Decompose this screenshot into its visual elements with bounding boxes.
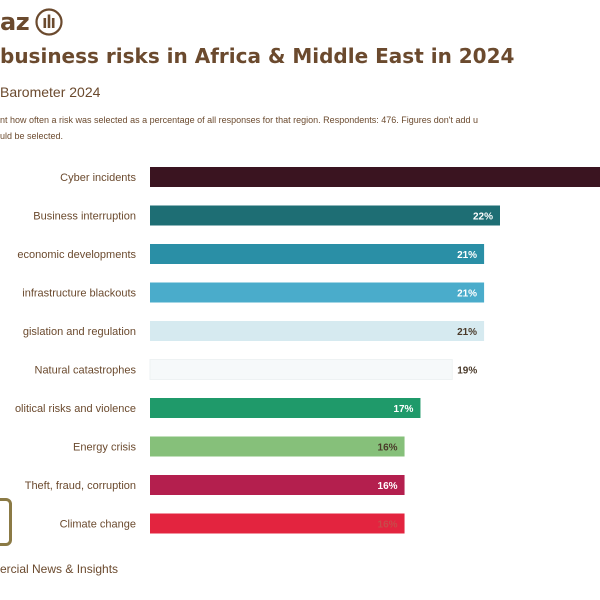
value-label: 16% bbox=[378, 481, 398, 492]
footer-text: ercial News & Insights bbox=[0, 562, 119, 576]
logo-text: az bbox=[0, 8, 30, 36]
category-label: economic developments bbox=[17, 249, 136, 261]
chart-subtitle: Barometer 2024 bbox=[0, 84, 101, 100]
bar bbox=[150, 282, 485, 303]
note-line-2: uld be selected. bbox=[0, 131, 64, 141]
category-label: Business interruption bbox=[33, 211, 136, 223]
bar bbox=[150, 244, 485, 264]
category-label: olitical risks and violence bbox=[15, 403, 136, 415]
chart-title: business risks in Africa & Middle East i… bbox=[0, 44, 515, 68]
bar bbox=[150, 398, 421, 418]
bar bbox=[150, 475, 405, 495]
category-label: Natural catastrophes bbox=[35, 365, 137, 377]
value-label: 21% bbox=[457, 327, 477, 338]
note-line-1: nt how often a risk was selected as a pe… bbox=[0, 115, 479, 125]
bar bbox=[150, 167, 600, 187]
logo: az bbox=[0, 4, 63, 40]
decorative-ring bbox=[0, 498, 12, 546]
value-label: 17% bbox=[393, 404, 413, 415]
category-label: Theft, fraud, corruption bbox=[25, 480, 136, 492]
value-label: 21% bbox=[457, 250, 477, 261]
value-label: 16% bbox=[378, 443, 398, 454]
value-label: 19% bbox=[457, 366, 477, 377]
category-label: Cyber incidents bbox=[60, 172, 136, 184]
value-label: 22% bbox=[473, 212, 493, 223]
category-label: infrastructure blackouts bbox=[22, 288, 136, 300]
bar bbox=[150, 321, 485, 341]
value-label: 21% bbox=[457, 289, 477, 300]
bar bbox=[150, 205, 500, 226]
category-label: gislation and regulation bbox=[23, 326, 136, 338]
value-label: 16% bbox=[378, 520, 398, 531]
category-label: Climate change bbox=[60, 519, 136, 531]
bar-chart: Cyber incidents Business interruption 22% e… bbox=[15, 167, 600, 534]
bar bbox=[150, 513, 405, 534]
chart-note: nt how often a risk was selected as a pe… bbox=[0, 112, 478, 144]
allianz-eagle-icon bbox=[35, 8, 63, 36]
bar bbox=[149, 359, 453, 380]
bar bbox=[150, 436, 405, 457]
category-label: Energy crisis bbox=[73, 442, 136, 454]
